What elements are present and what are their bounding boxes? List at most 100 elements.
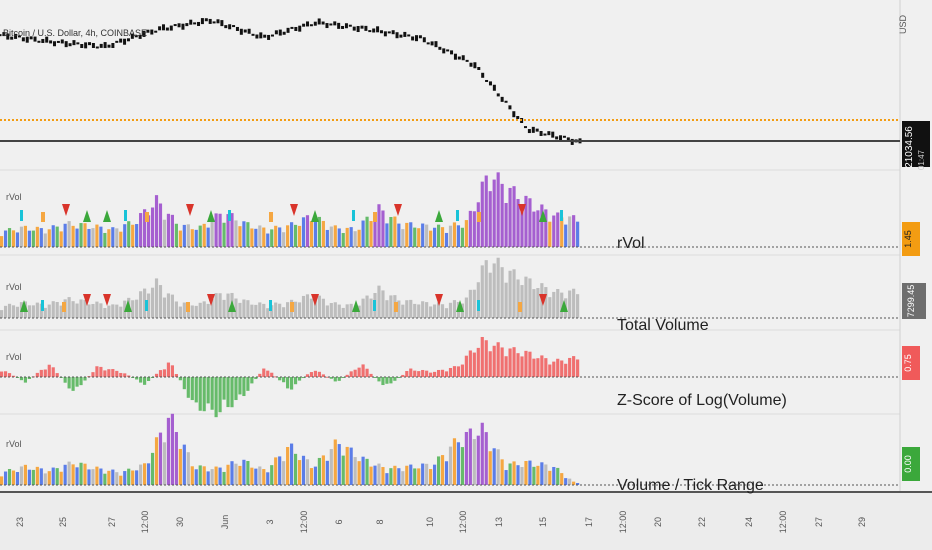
volume-bar [107, 305, 111, 318]
price-candle [259, 32, 263, 39]
price-candle [290, 26, 294, 29]
price-candle [368, 30, 372, 33]
rvol-bar [119, 231, 123, 247]
x-tick-label: 12:00 [778, 511, 788, 534]
zscore-bar [365, 368, 369, 377]
pane-4-label: Volume / Tick Range [617, 477, 764, 494]
price-candle [138, 34, 142, 39]
vtr-bar [389, 468, 393, 485]
zscore-bar [115, 370, 119, 377]
volume-bar [154, 278, 159, 318]
vtr-bar [210, 469, 214, 485]
vtr-bar [444, 461, 449, 485]
price-candle [286, 27, 290, 33]
rvol-bar [111, 227, 115, 247]
price-candle [224, 25, 228, 29]
volume-bar [552, 291, 556, 318]
rvol-bar [143, 209, 147, 247]
vtr-bar [540, 462, 544, 485]
price-candle [313, 21, 317, 26]
volume-bar [429, 306, 433, 318]
rvol-bar [99, 226, 103, 247]
rvol-bar [210, 221, 214, 247]
rvol-bar [337, 228, 341, 247]
volume-bar [266, 308, 270, 318]
vtr-bar [536, 465, 540, 485]
zscore-bar [460, 364, 464, 377]
price-candle [49, 40, 53, 44]
vtr-bar [333, 439, 337, 485]
price-candle [154, 30, 158, 33]
vtr-bar [107, 470, 111, 485]
rvol-bar [79, 223, 83, 247]
volume-bar [353, 306, 357, 318]
price-candle [80, 44, 84, 49]
rvol-bar [413, 227, 417, 247]
vtr-bar [500, 459, 504, 485]
vtr-bar [111, 469, 115, 485]
zscore-bar [226, 377, 230, 408]
volume-bar [492, 263, 496, 318]
x-tick-label: 27 [107, 517, 117, 527]
volume-bar [500, 267, 504, 318]
zscore-bar [381, 377, 385, 386]
volume-bar [150, 287, 155, 318]
zscore-bar [162, 369, 167, 377]
rvol-bar [23, 225, 28, 247]
price-candle [189, 19, 193, 25]
vtr-bar [401, 471, 405, 485]
volume-bar [218, 293, 222, 318]
rvol-bar [7, 228, 12, 247]
zscore-bar [43, 369, 47, 377]
volume-bar [95, 301, 99, 318]
rvol-bar [492, 179, 496, 247]
volume-bar [349, 303, 353, 318]
price-candle [309, 24, 313, 27]
price-candle [543, 133, 547, 136]
x-tick-label: 24 [744, 517, 754, 527]
zscore-bar [282, 377, 286, 383]
rvol-bar [560, 217, 564, 247]
zscore-bar [143, 377, 147, 385]
vtr-bar [270, 465, 274, 485]
volume-bar [536, 288, 540, 318]
vtr-bar [572, 481, 576, 485]
price-candle [516, 116, 520, 120]
rvol-bar [321, 220, 325, 247]
rvol-bar [87, 228, 91, 247]
cyan-signal-marker [145, 300, 148, 311]
pane-3-tag: rVol [6, 352, 22, 362]
vtr-bar [123, 471, 127, 485]
volume-bar [91, 303, 95, 318]
volume-bar [409, 299, 413, 318]
vtr-bar [262, 469, 266, 485]
price-candle [158, 26, 162, 31]
price-candle [411, 36, 415, 41]
zscore-bar [194, 377, 198, 403]
price-candle [500, 96, 504, 102]
vtr-bar [429, 469, 433, 485]
price-candle [239, 28, 243, 35]
pane-3-value: 0.75 [903, 354, 913, 372]
zscore-bar [246, 377, 250, 391]
vtr-bar [174, 432, 178, 485]
price-candle [341, 25, 345, 29]
cyan-signal-marker [41, 300, 44, 311]
price-candle [185, 23, 189, 27]
vtr-bar [456, 442, 461, 485]
vtr-bar [234, 463, 238, 485]
rvol-bar [468, 210, 472, 247]
rvol-bar [345, 227, 349, 247]
volume-bar [576, 294, 580, 318]
vtr-bar [544, 464, 548, 485]
price-candle [37, 40, 41, 43]
price-candle [352, 26, 356, 31]
volume-bar [345, 304, 349, 318]
red-down-marker [394, 204, 402, 216]
price-candle [84, 42, 88, 49]
price-candle [442, 48, 446, 54]
rvol-bar [309, 221, 314, 247]
volume-bar [103, 308, 107, 318]
price-candle [337, 22, 341, 29]
